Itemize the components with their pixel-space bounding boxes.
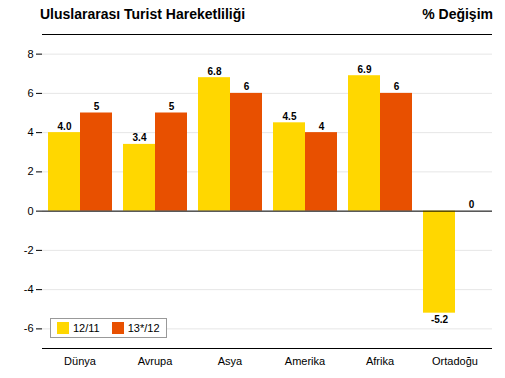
- svg-text:5: 5: [169, 101, 175, 112]
- svg-text:-6: -6: [24, 322, 34, 334]
- svg-text:6.9: 6.9: [358, 64, 372, 75]
- svg-text:Asya: Asya: [218, 355, 243, 367]
- svg-text:-5.2: -5.2: [431, 314, 449, 325]
- html-text:Uluslararası Turist Hareketlil: Uluslararası Turist Hareketliliği: [40, 6, 246, 22]
- html-text:% Değişim: % Değişim: [422, 6, 493, 22]
- svg-text:4: 4: [319, 121, 325, 132]
- svg-text:Dünya: Dünya: [64, 355, 97, 367]
- svg-text:0: 0: [469, 199, 475, 210]
- html-text:12/11: 12/11: [73, 322, 100, 334]
- svg-text:4: 4: [27, 126, 33, 138]
- svg-text:Amerika: Amerika: [285, 355, 326, 367]
- svg-text:3.4: 3.4: [133, 132, 147, 143]
- svg-text:-2: -2: [24, 244, 34, 256]
- svg-text:4.0: 4.0: [58, 121, 72, 132]
- svg-text:4.5: 4.5: [283, 111, 297, 122]
- svg-text:Ortadoğu: Ortadoğu: [432, 355, 478, 367]
- svg-text:5: 5: [94, 101, 100, 112]
- svg-text:6: 6: [27, 87, 33, 99]
- html-text:13*/12: 13*/12: [127, 322, 160, 334]
- svg-text:0: 0: [27, 205, 33, 217]
- svg-text:6.8: 6.8: [208, 66, 222, 77]
- svg-text:2: 2: [27, 165, 33, 177]
- svg-text:8: 8: [27, 48, 33, 60]
- svg-text:Avrupa: Avrupa: [138, 355, 174, 367]
- svg-text:-4: -4: [24, 283, 34, 295]
- svg-text:6: 6: [394, 81, 400, 92]
- svg-text:6: 6: [244, 81, 250, 92]
- svg-text:Afrika: Afrika: [366, 355, 395, 367]
